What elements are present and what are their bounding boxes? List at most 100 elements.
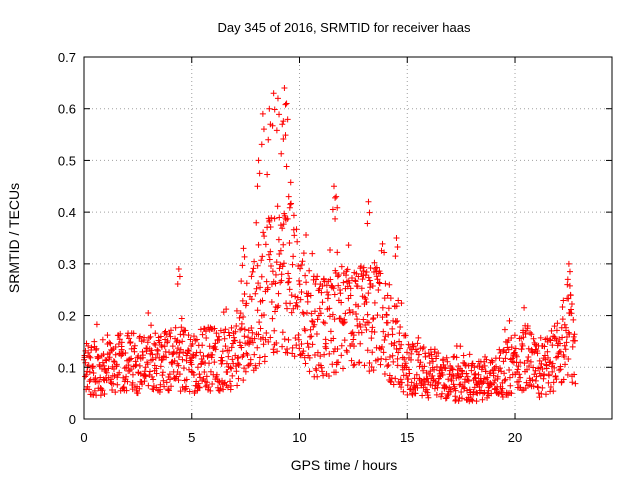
data-point: [392, 253, 399, 260]
data-point: [394, 355, 401, 362]
data-point: [81, 352, 88, 359]
data-point: [468, 367, 475, 374]
data-point: [126, 335, 133, 342]
data-point: [356, 359, 363, 366]
data-point: [294, 303, 301, 310]
data-point: [554, 353, 561, 360]
y-tick-label: 0.1: [58, 360, 76, 375]
data-point: [549, 368, 556, 375]
data-point: [283, 163, 290, 170]
data-point: [110, 380, 117, 387]
data-point: [118, 339, 125, 346]
data-point: [202, 328, 209, 335]
data-point: [340, 365, 347, 372]
data-point: [227, 364, 234, 371]
data-point: [570, 316, 577, 323]
data-point: [288, 200, 295, 207]
data-point: [492, 377, 499, 384]
data-point: [92, 375, 99, 382]
data-point: [224, 369, 231, 376]
data-point: [371, 259, 378, 266]
data-point: [327, 328, 334, 335]
data-point: [259, 297, 266, 304]
data-point: [363, 268, 370, 275]
data-point: [101, 390, 108, 397]
data-point: [280, 221, 287, 228]
data-point: [154, 350, 161, 357]
data-point: [526, 363, 533, 370]
data-point: [431, 366, 438, 373]
data-point: [363, 299, 370, 306]
data-point: [117, 330, 124, 337]
data-point: [248, 324, 255, 331]
data-point: [468, 396, 475, 403]
data-point: [257, 284, 264, 291]
data-point: [86, 368, 93, 375]
data-point: [225, 329, 232, 336]
data-point: [261, 311, 268, 318]
data-point: [204, 353, 211, 360]
data-point: [446, 371, 453, 378]
data-point: [250, 265, 257, 272]
data-point: [394, 317, 401, 324]
data-point: [116, 369, 123, 376]
data-point: [167, 327, 174, 334]
data-point: [330, 285, 337, 292]
data-point: [490, 372, 497, 379]
data-point: [292, 334, 299, 341]
data-point: [519, 342, 526, 349]
data-point: [332, 194, 339, 201]
data-point: [508, 390, 515, 397]
data-point: [301, 354, 308, 361]
data-point: [146, 368, 153, 375]
data-point: [113, 361, 120, 368]
data-point: [282, 132, 289, 139]
data-point: [546, 336, 553, 343]
data-point: [159, 369, 166, 376]
data-point: [295, 336, 302, 343]
data-point: [227, 378, 234, 385]
data-point: [330, 335, 337, 342]
data-point: [398, 300, 405, 307]
data-point: [524, 357, 531, 364]
data-point: [404, 391, 411, 398]
plot-frame: [83, 56, 613, 420]
data-point: [300, 250, 307, 257]
data-point: [242, 368, 249, 375]
data-point: [415, 334, 422, 341]
data-point: [299, 309, 306, 316]
data-point: [404, 349, 411, 356]
x-tick-labels: 0 5 10 15 20: [80, 430, 522, 445]
data-point: [294, 238, 301, 245]
data-point: [251, 258, 258, 265]
data-point: [185, 347, 192, 354]
data-point: [167, 376, 174, 383]
data-point: [173, 349, 180, 356]
data-point: [435, 350, 442, 357]
data-point: [306, 354, 313, 361]
data-point: [329, 311, 336, 318]
data-point: [297, 265, 304, 272]
data-point: [258, 141, 265, 148]
data-point: [200, 352, 207, 359]
data-point: [150, 376, 157, 383]
data-point: [469, 360, 476, 367]
data-point: [176, 339, 183, 346]
data-point: [570, 333, 577, 340]
data-point: [126, 356, 133, 363]
data-point: [139, 381, 146, 388]
data-point: [278, 150, 285, 157]
data-point: [502, 376, 509, 383]
data-point: [517, 384, 524, 391]
data-point: [283, 100, 290, 107]
data-point: [420, 344, 427, 351]
data-point: [483, 356, 490, 363]
data-point: [268, 298, 275, 305]
data-point: [448, 377, 455, 384]
data-point: [290, 305, 297, 312]
data-point: [348, 274, 355, 281]
data-point: [313, 367, 320, 374]
data-point: [296, 277, 303, 284]
data-point: [340, 279, 347, 286]
data-point: [128, 355, 135, 362]
